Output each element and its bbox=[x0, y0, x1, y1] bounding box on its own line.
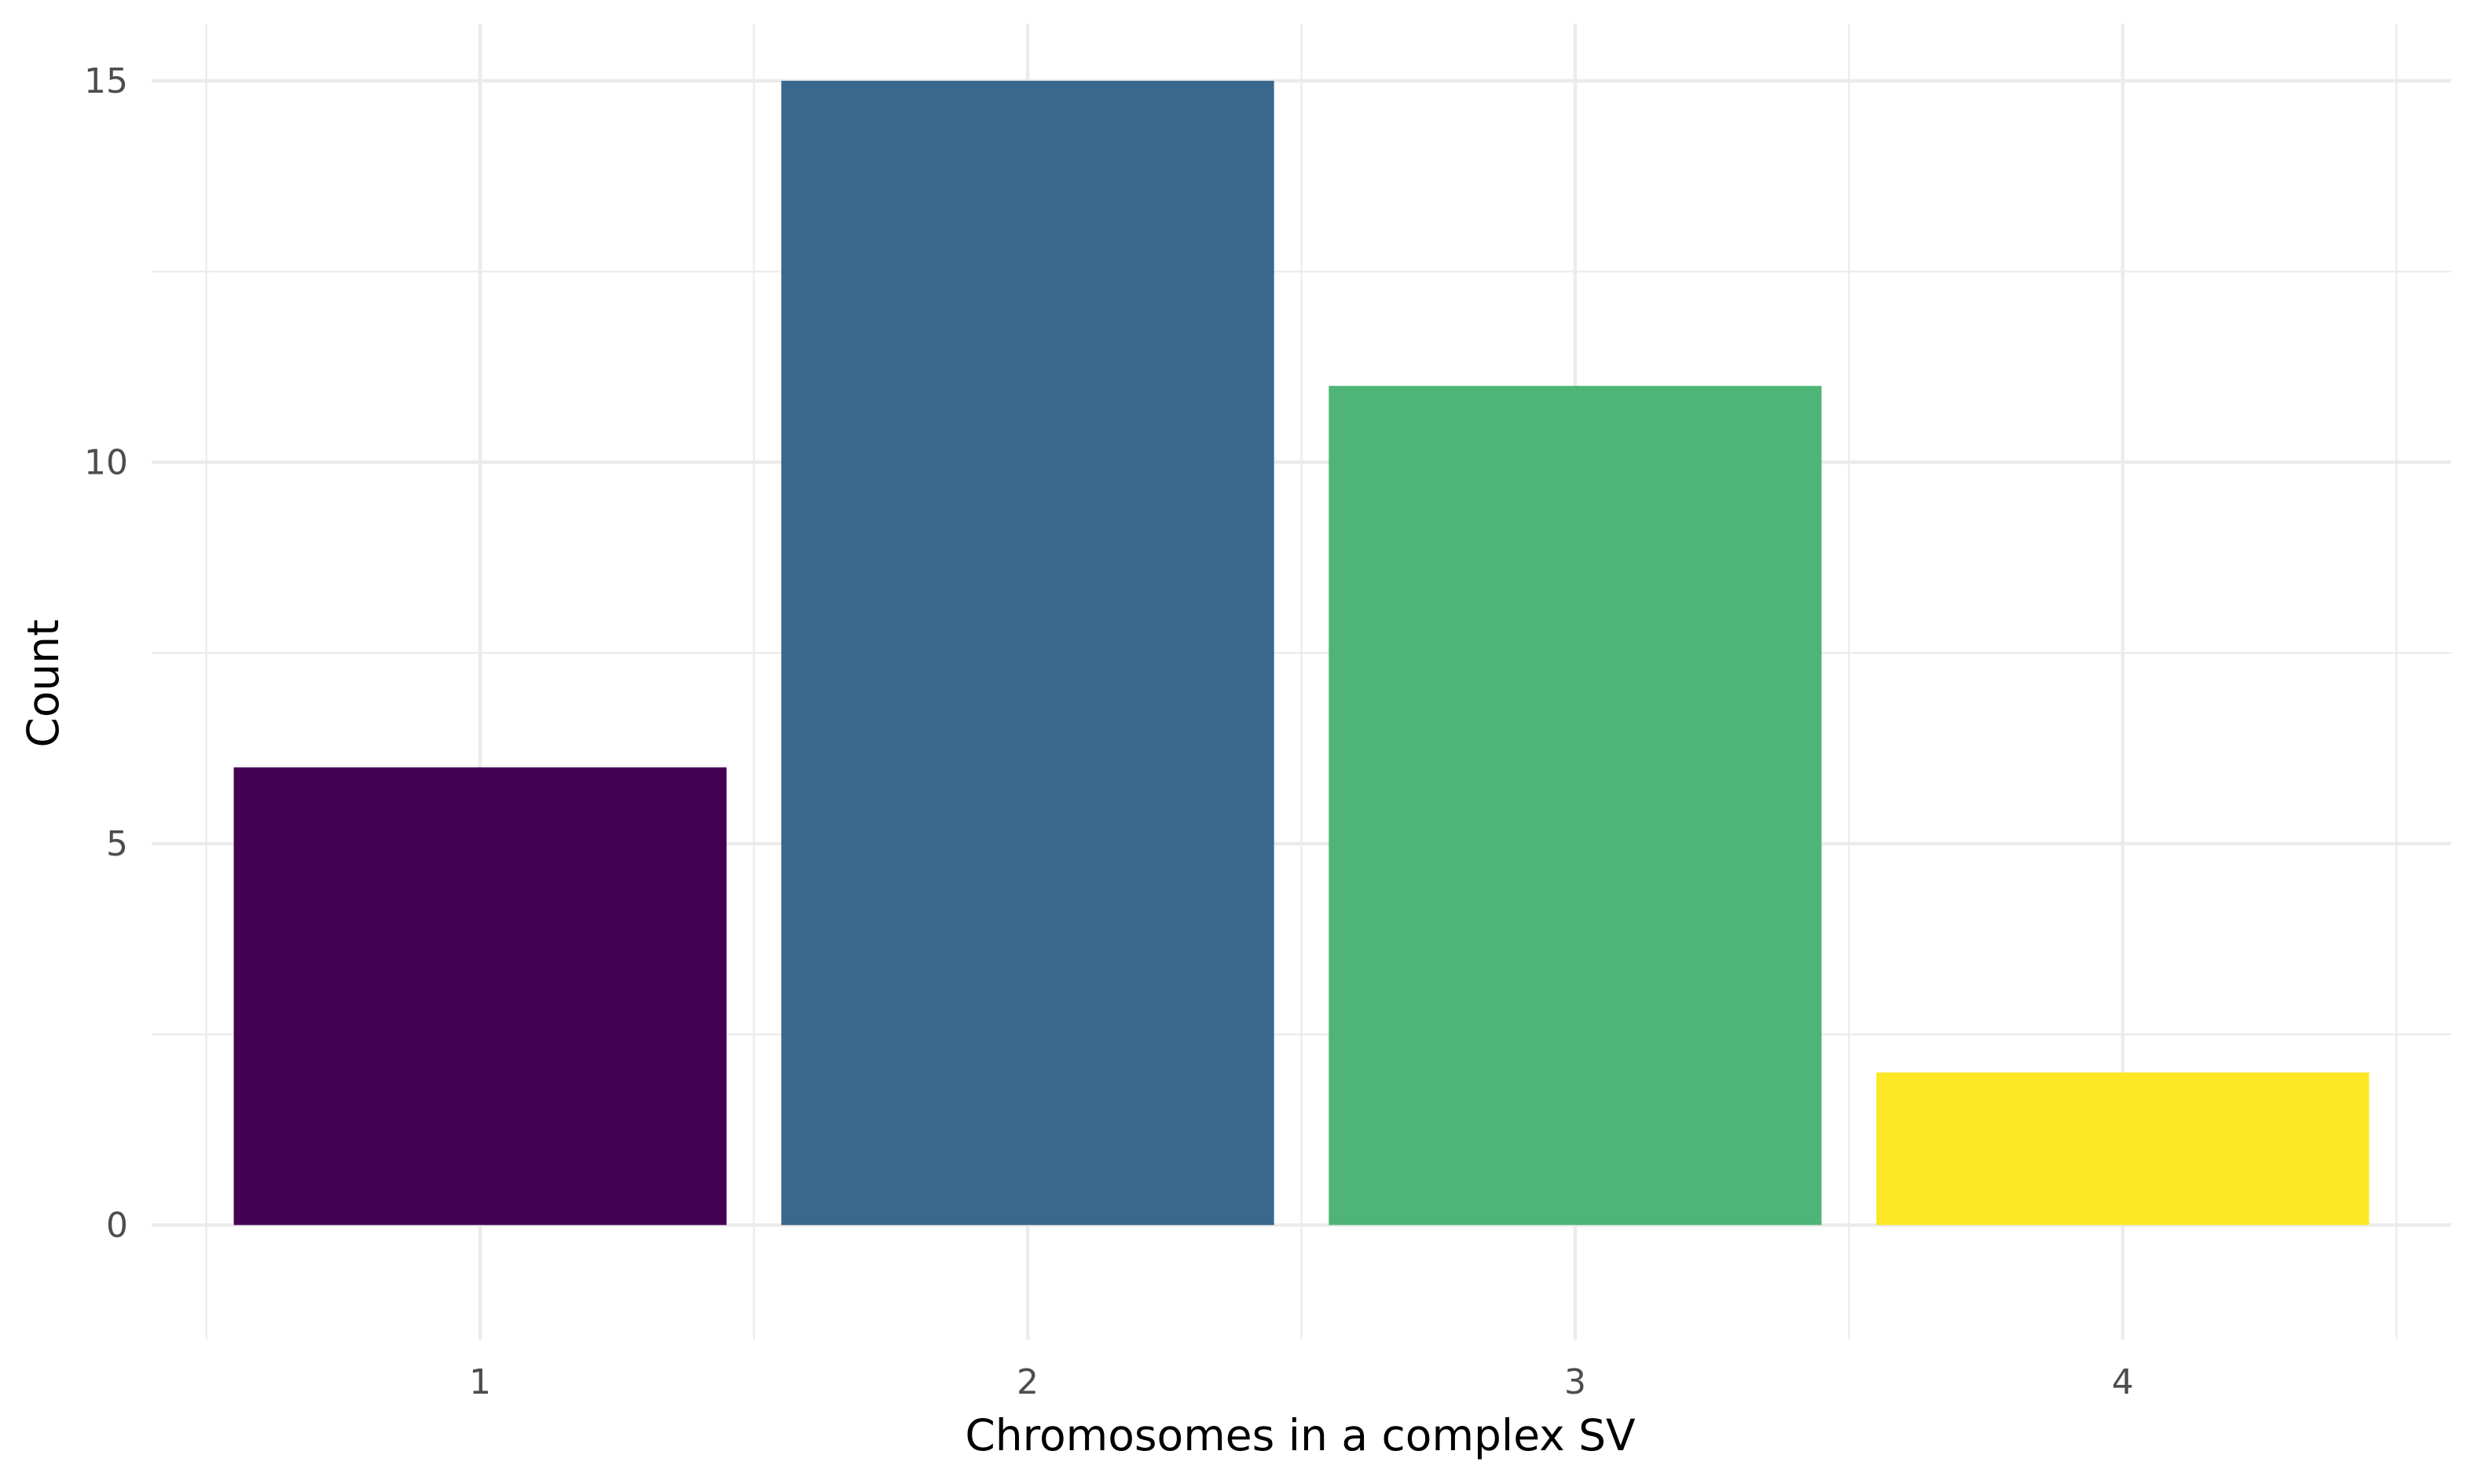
x-axis-title: Chromosomes in a complex SV bbox=[965, 1410, 1636, 1460]
bar-3 bbox=[1329, 386, 1822, 1226]
y-tick-label: 0 bbox=[106, 1205, 128, 1245]
bar-4 bbox=[1876, 1072, 2370, 1226]
y-tick-label: 10 bbox=[84, 442, 128, 482]
y-axis-title: Count bbox=[18, 619, 68, 747]
x-tick-label: 1 bbox=[469, 1362, 491, 1402]
y-tick-label: 5 bbox=[106, 824, 128, 864]
x-tick-label: 3 bbox=[1564, 1362, 1586, 1402]
x-tick-label: 2 bbox=[1017, 1362, 1039, 1402]
bars bbox=[233, 80, 2370, 1226]
x-axis-ticks: 1 2 3 4 bbox=[469, 1362, 2134, 1402]
bar-2 bbox=[781, 80, 1274, 1226]
y-tick-label: 15 bbox=[84, 61, 128, 101]
y-axis-ticks: 0 5 10 15 bbox=[84, 61, 128, 1246]
bar-1 bbox=[233, 767, 727, 1226]
x-tick-label: 4 bbox=[2112, 1362, 2134, 1402]
